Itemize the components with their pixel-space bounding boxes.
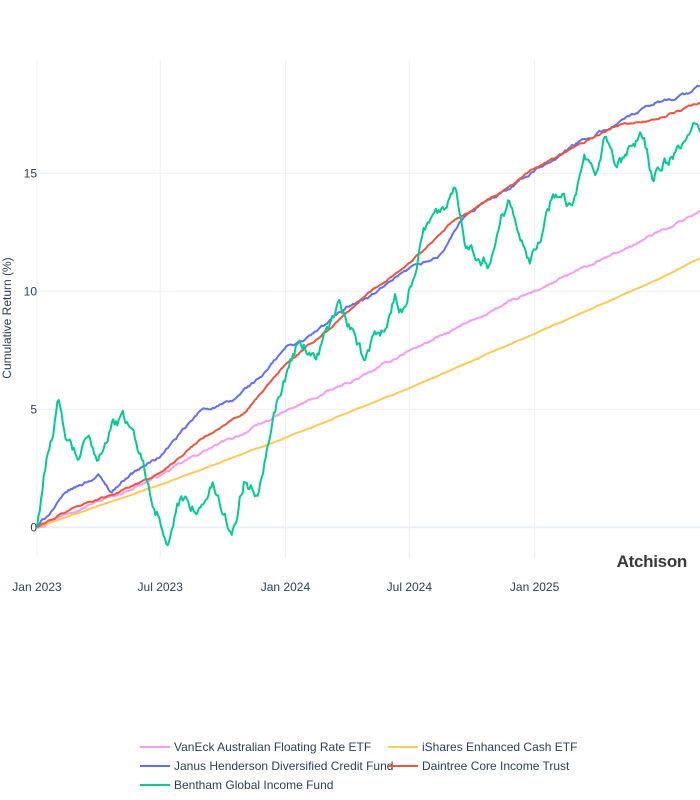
- atchison-watermark: Atchison: [617, 552, 687, 571]
- x-tick-label: Jul 2024: [387, 580, 433, 594]
- y-axis-ticks: 0 5 10 15: [24, 166, 38, 534]
- y-tick-label: 10: [24, 284, 38, 298]
- series-line: [36, 101, 700, 529]
- legend-label: Daintree Core Income Trust: [422, 759, 570, 773]
- legend-label: Janus Henderson Diversified Credit Fund: [174, 759, 393, 773]
- legend-label: VanEck Australian Floating Rate ETF: [174, 740, 371, 754]
- series-line: [36, 257, 700, 529]
- x-tick-label: Jan 2023: [12, 580, 62, 594]
- x-tick-label: Jan 2024: [261, 580, 311, 594]
- series-lines: [36, 84, 700, 547]
- series-line: [36, 122, 700, 547]
- y-tick-label: 5: [30, 402, 37, 416]
- y-axis-title: Cumulative Return (%): [0, 257, 14, 378]
- legend-label: iShares Enhanced Cash ETF: [422, 740, 577, 754]
- series-line: [36, 209, 700, 529]
- series-line: [36, 84, 700, 528]
- x-axis-ticks: Jan 2023 Jul 2023 Jan 2024 Jul 2024 Jan 2025: [12, 580, 559, 594]
- y-tick-label: 0: [30, 520, 37, 534]
- x-tick-label: Jan 2025: [510, 580, 560, 594]
- legend: VanEck Australian Floating Rate ETF iShar…: [140, 740, 577, 792]
- x-tick-label: Jul 2023: [138, 580, 184, 594]
- y-tick-label: 15: [24, 166, 38, 180]
- gridlines: [36, 60, 700, 558]
- legend-label: Bentham Global Income Fund: [174, 778, 333, 792]
